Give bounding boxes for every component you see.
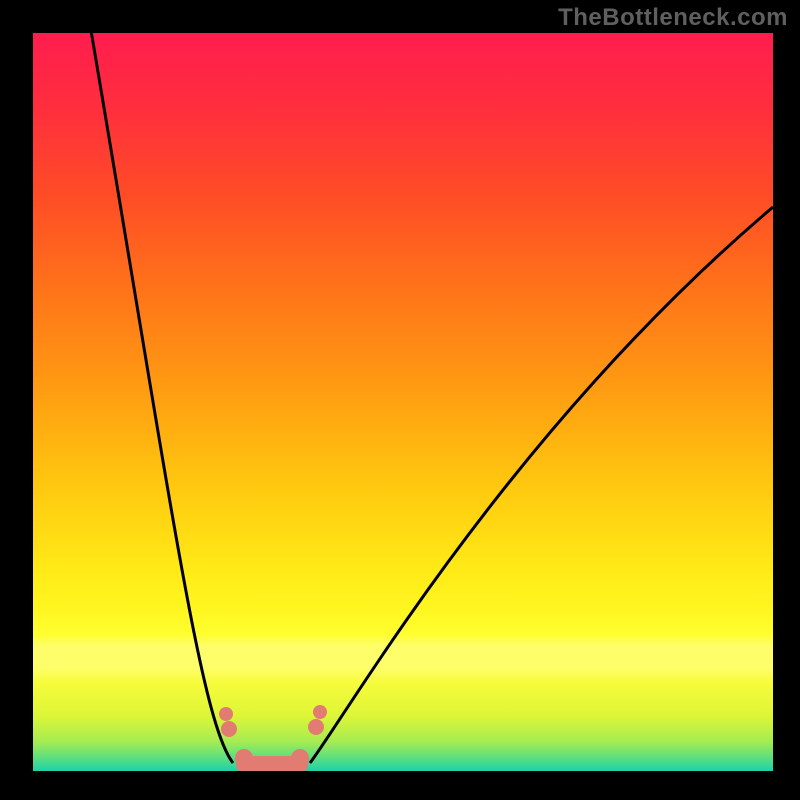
plot-background <box>33 33 773 771</box>
chart-root: TheBottleneck.com <box>0 0 800 800</box>
watermark-text: TheBottleneck.com <box>558 4 788 32</box>
chart-svg <box>0 0 800 800</box>
